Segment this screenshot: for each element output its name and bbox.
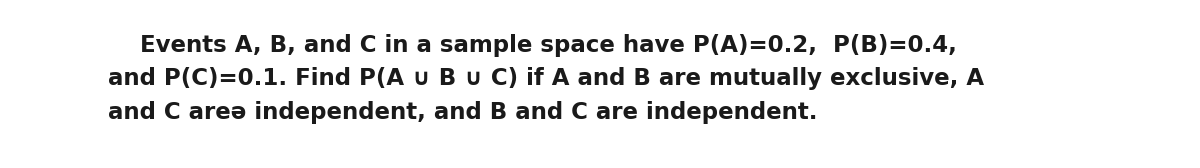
Text: Events A, B, and C in a sample space have P(A)=0.2,  P(B)=0.4,
and P(C)=0.1. Fin: Events A, B, and C in a sample space hav… — [108, 34, 984, 124]
